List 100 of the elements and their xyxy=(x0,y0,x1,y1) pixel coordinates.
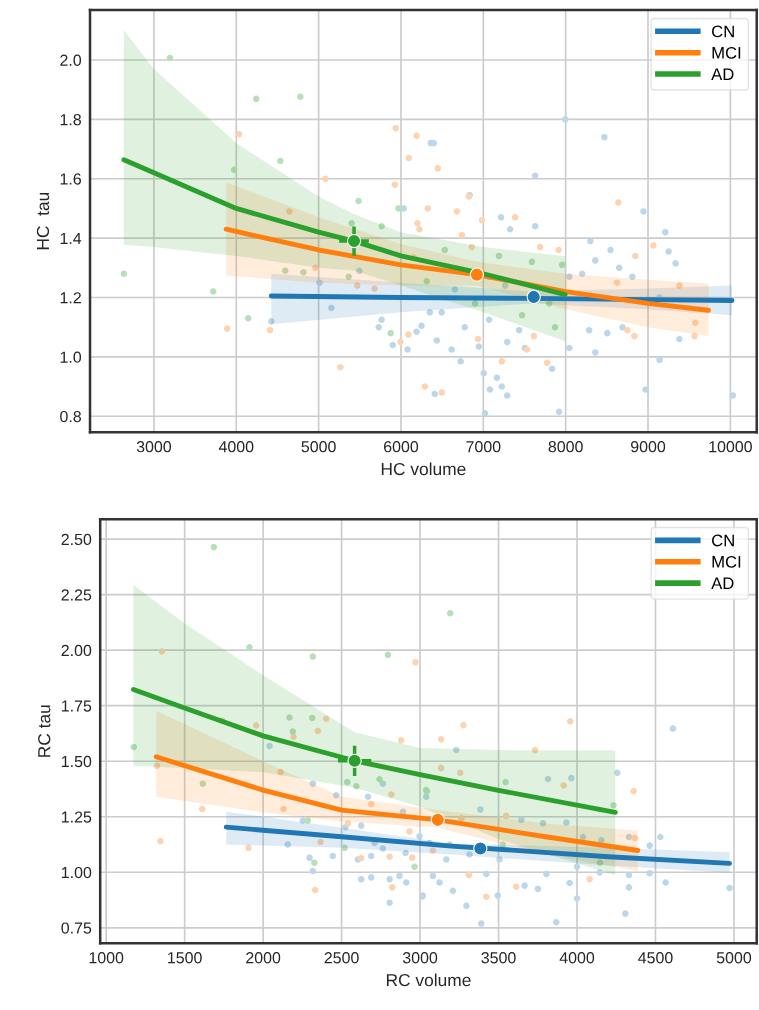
point xyxy=(691,332,698,340)
point xyxy=(223,325,231,332)
point xyxy=(631,332,638,340)
point xyxy=(441,246,449,254)
x-tick-label: 5000 xyxy=(301,441,336,453)
x-tick-label: 4000 xyxy=(218,441,254,453)
point xyxy=(376,775,383,783)
point xyxy=(610,801,617,809)
legend-label: MCI xyxy=(712,46,741,59)
legend-label: AD xyxy=(711,577,734,589)
point xyxy=(266,326,274,334)
legend-label: CN xyxy=(712,25,734,38)
x-tick-label: 1500 xyxy=(168,952,202,964)
point xyxy=(555,246,562,254)
point xyxy=(536,243,544,251)
y-tick-label: 1.4 xyxy=(60,232,82,244)
point xyxy=(345,273,352,280)
point xyxy=(246,644,253,651)
point xyxy=(198,805,206,813)
point xyxy=(130,743,138,751)
point xyxy=(615,199,622,206)
point xyxy=(311,859,318,866)
point xyxy=(166,54,174,62)
point xyxy=(434,165,442,172)
point xyxy=(458,231,466,239)
point xyxy=(430,812,445,827)
point xyxy=(317,838,324,846)
point xyxy=(551,323,559,331)
point xyxy=(414,220,421,227)
point xyxy=(530,332,538,340)
point xyxy=(384,651,392,659)
y-tick-label: 1.75 xyxy=(61,700,92,712)
point xyxy=(337,364,344,371)
line-series xyxy=(121,157,568,297)
y-tick-label: 1.2 xyxy=(60,292,81,304)
point xyxy=(453,208,461,215)
point xyxy=(387,329,394,337)
point xyxy=(586,875,593,883)
x-axis-title: HC volume xyxy=(381,462,466,476)
point xyxy=(526,289,541,305)
x-tick-label: 2500 xyxy=(324,952,359,964)
point xyxy=(199,780,207,787)
point xyxy=(157,837,164,845)
point xyxy=(413,132,420,139)
y-tick-label: 0.8 xyxy=(60,410,81,423)
line-series xyxy=(223,824,732,866)
point xyxy=(367,800,375,808)
point xyxy=(309,653,317,660)
x-tick-label: 5000 xyxy=(716,952,752,964)
point xyxy=(244,315,252,322)
point xyxy=(314,727,322,735)
point xyxy=(567,717,574,725)
point xyxy=(346,233,362,249)
point xyxy=(158,648,166,655)
point xyxy=(437,735,445,743)
point xyxy=(343,778,351,786)
x-tick-label: 9000 xyxy=(631,441,666,453)
point xyxy=(421,383,429,390)
point xyxy=(511,214,519,221)
point xyxy=(474,335,482,343)
point xyxy=(460,721,467,729)
y-tick-label: 2.00 xyxy=(61,644,92,657)
x-tick-label: 3000 xyxy=(136,441,172,453)
point xyxy=(692,319,699,326)
y-tick-label: 1.8 xyxy=(60,113,81,126)
point xyxy=(252,722,260,729)
x-tick-label: 10000 xyxy=(709,441,752,453)
point xyxy=(347,753,362,768)
point xyxy=(495,252,503,260)
x-tick-label: 2000 xyxy=(246,952,281,964)
point xyxy=(308,714,316,722)
point xyxy=(458,815,465,822)
point xyxy=(355,197,362,205)
point xyxy=(245,844,252,852)
point xyxy=(392,125,399,132)
y-axis-title: HC tau xyxy=(36,192,50,250)
point xyxy=(465,871,473,879)
point xyxy=(395,205,402,212)
point xyxy=(613,279,621,286)
point xyxy=(437,764,445,772)
point xyxy=(405,331,412,338)
point xyxy=(389,884,396,891)
point xyxy=(478,217,486,224)
point xyxy=(322,715,330,723)
point xyxy=(560,782,567,789)
point xyxy=(120,270,128,277)
point xyxy=(386,853,393,860)
point xyxy=(322,175,329,182)
point xyxy=(518,312,526,319)
point xyxy=(412,658,419,666)
legend-label: CN xyxy=(712,534,734,547)
point xyxy=(235,130,243,138)
legend-label: AD xyxy=(711,68,734,80)
point xyxy=(344,820,352,827)
point xyxy=(456,769,464,777)
y-tick-label: 1.00 xyxy=(61,866,92,879)
point xyxy=(230,166,238,174)
x-tick-label: 8000 xyxy=(548,441,583,453)
point xyxy=(469,267,485,282)
x-tick-label: 6000 xyxy=(384,441,419,453)
